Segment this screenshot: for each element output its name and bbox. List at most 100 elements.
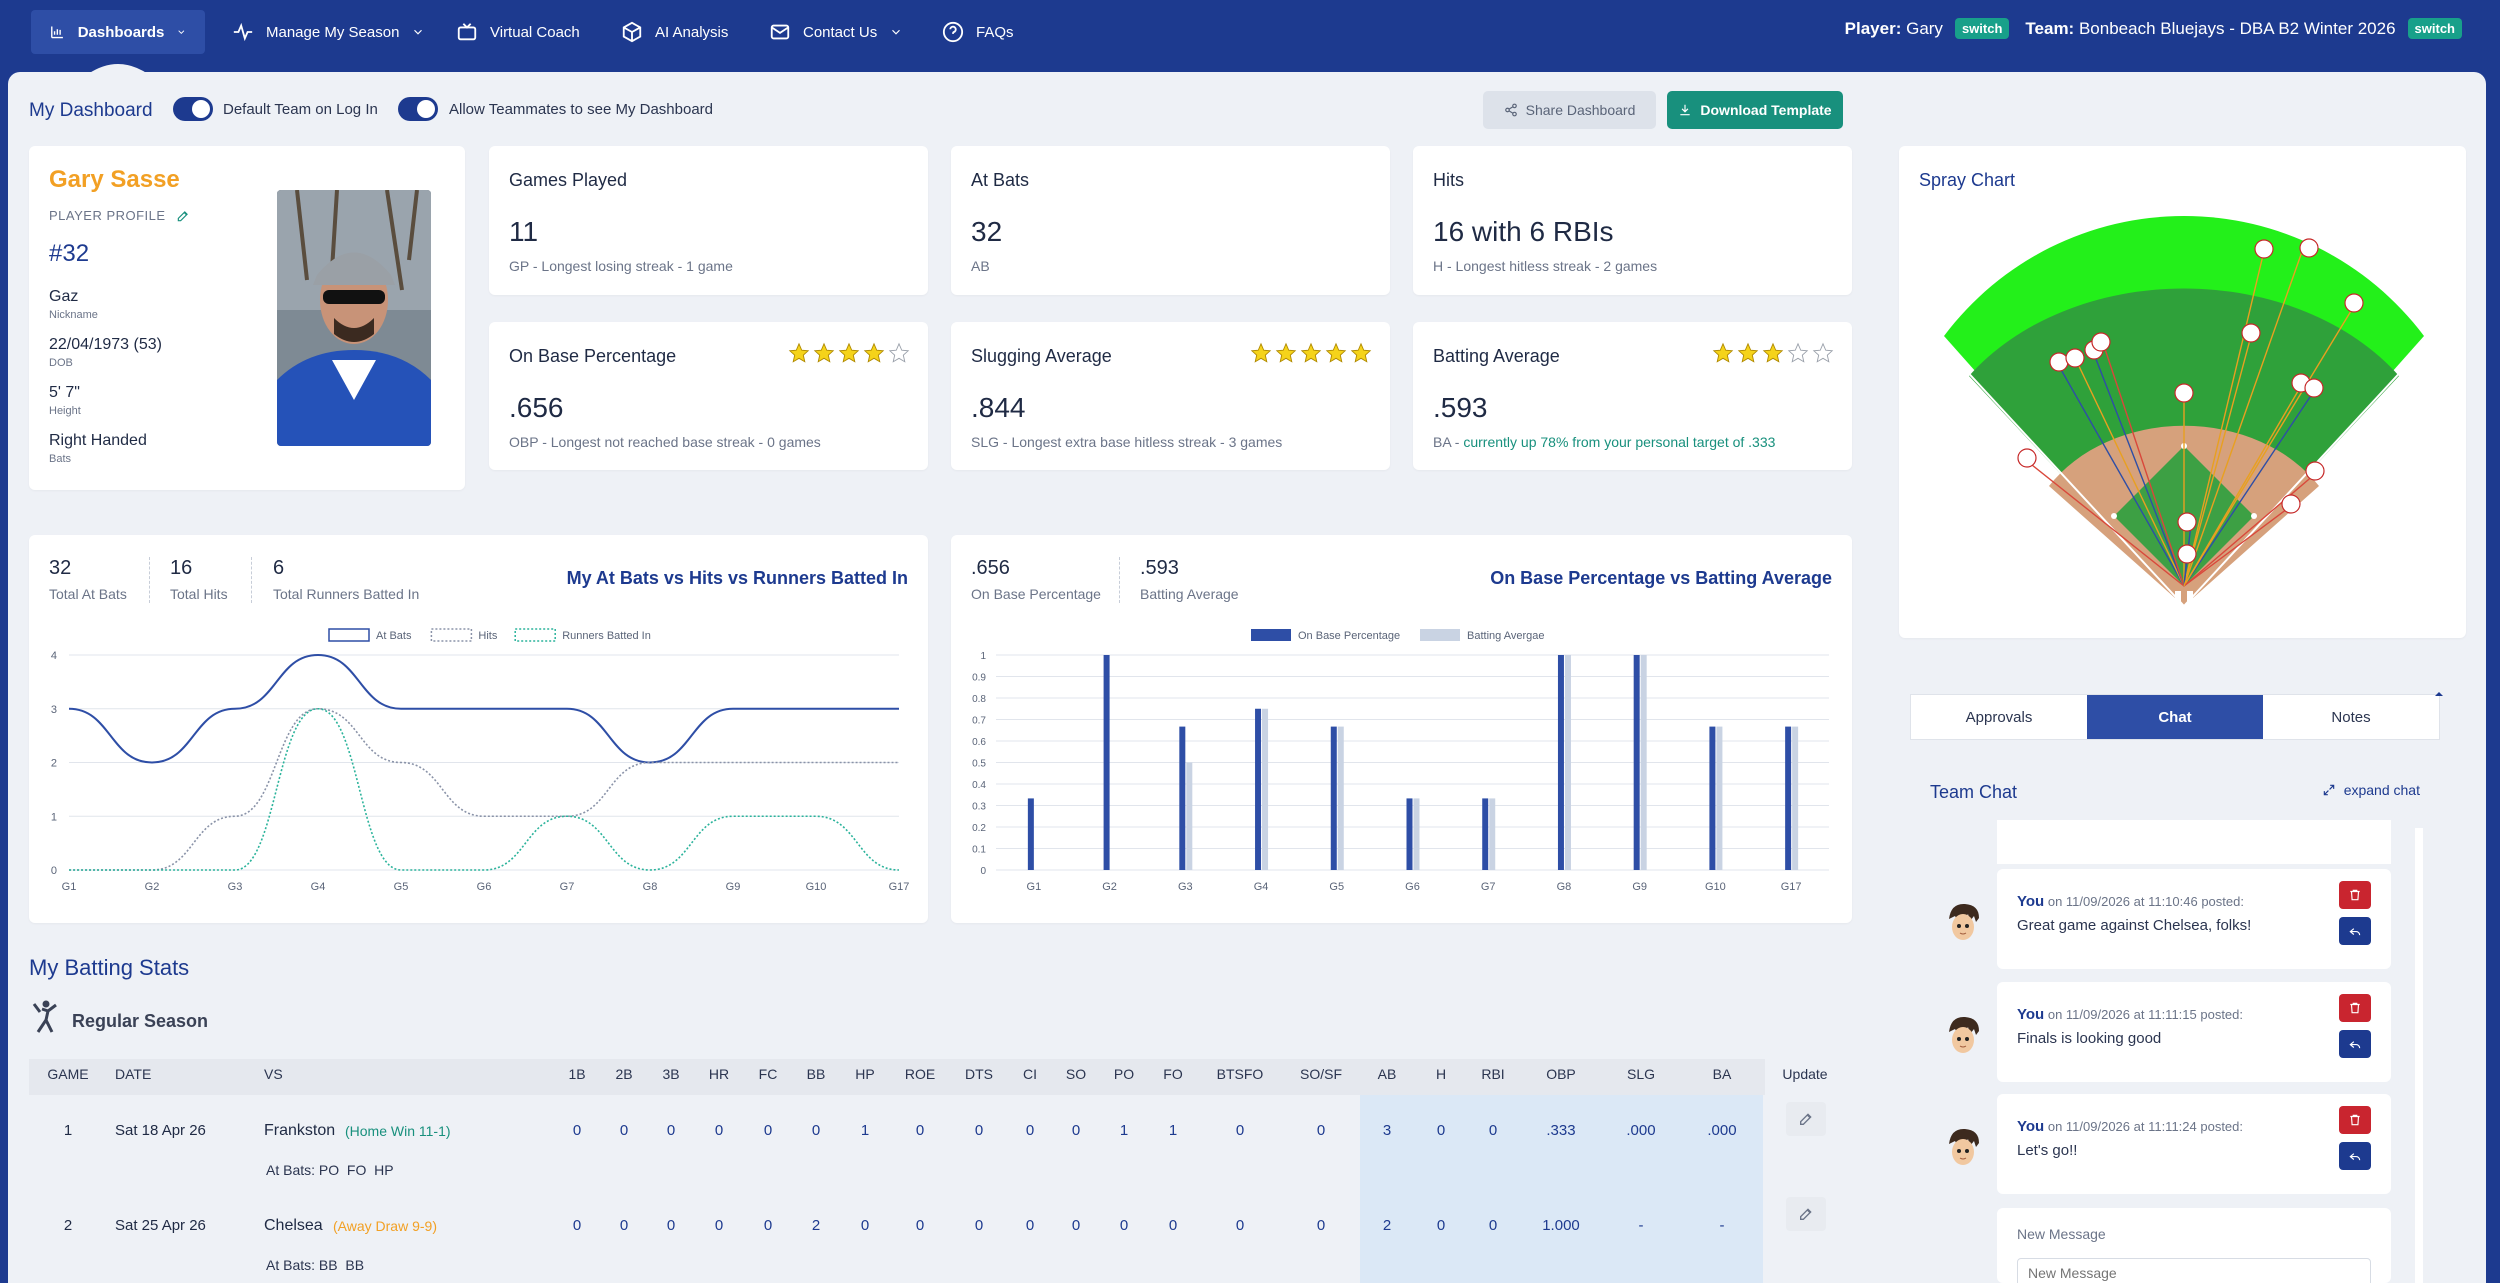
- share-label: Share Dashboard: [1525, 102, 1636, 118]
- kpi-label: On Base Percentage: [971, 586, 1101, 602]
- stat-cell: 0: [1436, 1122, 1446, 1139]
- stat-cell: 0: [666, 1217, 676, 1234]
- message-timestamp: on 11/09/2026 at 11:10:46 posted:: [2047, 894, 2244, 909]
- message-author: You: [2017, 1006, 2045, 1023]
- x-tick-label: G3: [228, 881, 243, 893]
- nav-manage-season[interactable]: Manage My Season: [214, 10, 443, 54]
- allow-teammates-toggle[interactable]: [398, 97, 438, 121]
- opponent-cell: Chelsea: [264, 1217, 323, 1234]
- stat-cell: .000: [1626, 1122, 1656, 1139]
- tab-notes[interactable]: Notes: [2331, 708, 2371, 726]
- y-tick-label: 0.8: [972, 694, 986, 705]
- dob-field: 22/04/1973 (53) DOB: [49, 336, 162, 369]
- legend-swatch: [1420, 629, 1460, 641]
- reply-message-button[interactable]: [2339, 1142, 2371, 1170]
- switch-team-button[interactable]: switch: [2407, 18, 2462, 39]
- new-message-label: New Message: [2017, 1226, 2106, 1242]
- batter-icon: [32, 1000, 57, 1033]
- share-dashboard-button[interactable]: Share Dashboard: [1483, 91, 1656, 129]
- tab-approvals[interactable]: Approvals: [1965, 708, 2033, 726]
- star-filled-icon: [1350, 342, 1372, 363]
- expand-chat-button[interactable]: expand chat: [2322, 782, 2420, 798]
- default-team-toggle[interactable]: [173, 97, 213, 121]
- x-tick-label: G4: [311, 881, 326, 893]
- y-tick-label: 0.7: [972, 716, 986, 727]
- nav-label: AI Analysis: [655, 23, 729, 41]
- bats-value: Right Handed: [49, 432, 147, 449]
- chart-title: On Base Percentage vs Batting Average: [1490, 568, 1832, 588]
- stat-cell: 2: [811, 1217, 821, 1234]
- legend-swatch: [328, 628, 370, 642]
- nav-faqs[interactable]: FAQs: [924, 10, 1032, 54]
- avatar: [1943, 901, 1983, 945]
- nav-contact-us[interactable]: Contact Us: [751, 10, 921, 54]
- nav-ai-analysis[interactable]: AI Analysis: [603, 10, 746, 54]
- x-tick-label: G7: [1481, 881, 1496, 893]
- stat-cell: .333: [1546, 1122, 1576, 1139]
- delete-message-button[interactable]: [2339, 881, 2371, 909]
- kpi-divider: [149, 557, 150, 603]
- chat-scrollbar[interactable]: [2415, 828, 2423, 1283]
- team-label: Team:: [2025, 18, 2075, 38]
- stat-cell: 0: [974, 1217, 984, 1234]
- x-tick-label: G6: [1405, 881, 1420, 893]
- column-header: SO/SF: [1299, 1066, 1342, 1082]
- stat-subtitle: OBP - Longest not reached base streak - …: [509, 434, 821, 450]
- delete-message-button[interactable]: [2339, 1106, 2371, 1134]
- download-template-button[interactable]: Download Template: [1667, 91, 1843, 129]
- legend-swatch: [430, 628, 473, 642]
- kpi-total-at-bats: 32 Total At Bats: [49, 557, 127, 602]
- x-tick-label: G3: [1178, 881, 1193, 893]
- new-message-box: New Message: [1997, 1208, 2391, 1283]
- ba-prefix: BA -: [1433, 434, 1464, 450]
- trash-icon: [2350, 1114, 2360, 1126]
- bar-ba: [1337, 726, 1344, 870]
- page-scrollbar[interactable]: [2434, 686, 2444, 1283]
- reply-message-button[interactable]: [2339, 917, 2371, 945]
- bats-label: Bats: [49, 453, 72, 465]
- stat-value: .844: [971, 392, 1026, 423]
- nickname-label: Nickname: [49, 309, 98, 321]
- tab-chat[interactable]: Chat: [2087, 695, 2263, 739]
- nav-virtual-coach[interactable]: Virtual Coach: [438, 10, 598, 54]
- column-header: 3B: [662, 1066, 680, 1082]
- switch-player-button[interactable]: switch: [1954, 18, 2010, 39]
- star-filled-icon: [1712, 342, 1734, 363]
- stat-cell: 0: [619, 1122, 629, 1139]
- column-header: DTS: [965, 1066, 993, 1082]
- player-name: Gary Sasse: [49, 166, 180, 193]
- dob-value: 22/04/1973 (53): [49, 336, 162, 353]
- stat-cell: 0: [714, 1122, 724, 1139]
- stat-value: .593: [1433, 392, 1488, 423]
- spray-chart-title: Spray Chart: [1919, 170, 2016, 190]
- bar-ba: [1792, 726, 1799, 870]
- ba-card: Batting Average .593 BA - currently up 7…: [1413, 322, 1852, 470]
- reply-message-button[interactable]: [2339, 1030, 2371, 1058]
- column-header: H: [1435, 1066, 1447, 1082]
- update-row-button[interactable]: [1786, 1197, 1826, 1231]
- y-tick-label: 0.3: [972, 802, 986, 813]
- star-filled-icon: [838, 342, 860, 363]
- update-row-button[interactable]: [1786, 1102, 1826, 1136]
- series-line-runners-batted-in: [69, 707, 900, 871]
- column-header: BA: [1712, 1066, 1732, 1082]
- bar-ba: [1186, 762, 1193, 870]
- previous-message-card: [1997, 820, 2391, 864]
- delete-message-button[interactable]: [2339, 994, 2371, 1022]
- stat-cell: 0: [1488, 1217, 1498, 1234]
- edit-icon[interactable]: [176, 209, 190, 223]
- x-tick-label: G8: [643, 881, 658, 893]
- stat-value: 32: [971, 216, 1003, 247]
- y-tick-label: 0.1: [972, 845, 986, 856]
- player-profile-card: Gary Sasse PLAYER PROFILE #32 Gaz Nicknam…: [29, 146, 465, 490]
- message-meta: You on 11/09/2026 at 11:11:15 posted:: [2017, 1006, 2243, 1023]
- bar-obp: [1179, 726, 1186, 870]
- column-header: Update: [1782, 1066, 1828, 1082]
- new-message-input[interactable]: [2017, 1258, 2371, 1283]
- nav-dashboards[interactable]: Dashboards: [31, 10, 205, 54]
- y-tick-label: 1: [51, 811, 57, 823]
- column-header: SLG: [1626, 1066, 1655, 1082]
- stat-cell: 0: [1071, 1217, 1081, 1234]
- reply-icon: [2349, 928, 2361, 936]
- bar-ba: [1413, 798, 1420, 870]
